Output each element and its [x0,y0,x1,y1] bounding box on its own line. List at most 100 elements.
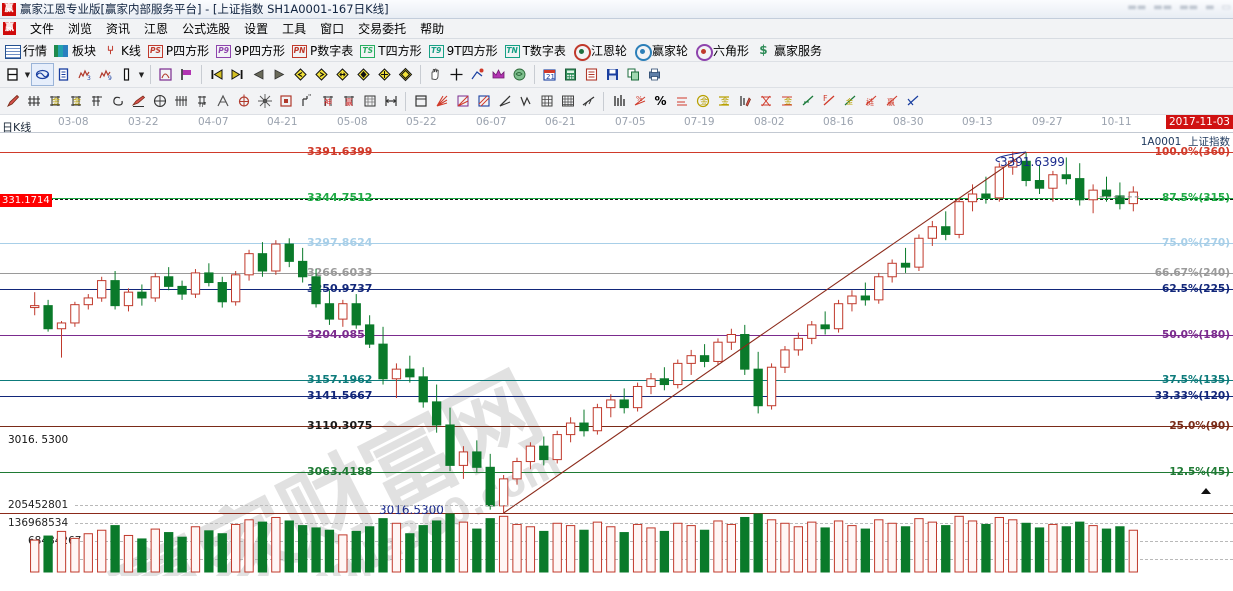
n2-square-icon[interactable]: n² [191,91,212,112]
window-controls[interactable]: ▬▬ ▬▬ ▬▬ ▬ ▭ [1127,2,1231,13]
draw-tool-icon[interactable] [467,64,488,85]
trend-slash-icon[interactable] [578,91,599,112]
menu-item-help[interactable]: 帮助 [420,22,445,36]
brain-tool-icon[interactable] [509,64,530,85]
control-2[interactable]: ▬▬ [1153,2,1173,13]
gold-grid-a-icon[interactable]: 金 [44,91,65,112]
percent-icon[interactable]: % [654,93,667,108]
zigzag-icon[interactable] [515,91,536,112]
toolbar-button-p-table[interactable]: PN P数字表 [290,41,358,60]
menu-item-window[interactable]: 窗口 [320,22,345,36]
prev-page-icon[interactable] [248,64,269,85]
f-angle-icon[interactable]: F [818,91,839,112]
control-1[interactable]: ▬▬ [1127,2,1147,13]
crosshair-icon[interactable] [446,64,467,85]
pen-tool-icon[interactable] [2,91,23,112]
crown-tool-icon[interactable] [488,64,509,85]
column-width-icon[interactable] [116,64,137,85]
minimize-button[interactable]: ▬ [1205,2,1215,13]
ladder-icon[interactable] [359,91,380,112]
chart-workspace[interactable]: 日K线 03-08 03-22 04-07 04-21 05-08 05-22 … [0,115,1233,576]
fan-lines-icon[interactable] [431,91,452,112]
toolbar-button-9t-square[interactable]: T9 9T四方形 [427,41,503,60]
diamond-both-icon[interactable] [332,64,353,85]
calculator-icon[interactable] [560,64,581,85]
step-red-icon[interactable]: 裢 [860,91,881,112]
formula-icon[interactable] [155,64,176,85]
zig-icon[interactable] [902,91,923,112]
menu-item-tools[interactable]: 工具 [282,22,307,36]
next-page-icon[interactable] [269,64,290,85]
maximize-button[interactable]: ▭ [1221,2,1231,13]
notebook-icon[interactable] [581,64,602,85]
toolbar-button-gann-wheel[interactable]: 江恩轮 [571,41,632,61]
box-shade-icon[interactable] [473,91,494,112]
percent-fan-icon[interactable]: % [629,91,650,112]
gold-angle-icon[interactable]: 金 [839,91,860,112]
pen-measure-icon[interactable] [128,91,149,112]
angle-tool-icon[interactable] [212,91,233,112]
candle-tool-icon[interactable] [734,91,755,112]
fan-box-icon[interactable] [452,91,473,112]
print-icon[interactable] [644,64,665,85]
toolbar-button-kline[interactable]: ⑂ K线 [101,41,146,60]
multi-kline-3-icon[interactable]: 3 [74,64,95,85]
overlay-compare-icon[interactable] [31,63,54,86]
cross-fan-icon[interactable] [755,91,776,112]
gold-fan-icon[interactable] [671,91,692,112]
gold-bar-icon[interactable]: 金 [713,91,734,112]
period-selector-button[interactable] [2,64,23,85]
grid-dense-icon[interactable] [557,91,578,112]
hand-pan-icon[interactable] [425,64,446,85]
menu-item-browse[interactable]: 浏览 [68,22,93,36]
multi-kline-9-icon[interactable]: 9 [95,64,116,85]
diamond-cross-icon[interactable] [374,64,395,85]
diamond-fill-icon[interactable] [353,64,374,85]
diamond-right-icon[interactable] [311,64,332,85]
shen-tool-icon[interactable]: 神 [317,91,338,112]
menu-item-file[interactable]: 文件 [30,22,55,36]
slope-icon[interactable] [494,91,515,112]
menu-item-trade[interactable]: 交易委托 [358,22,407,36]
column-dropdown-arrow[interactable]: ▼ [138,70,145,79]
gold-circle-icon[interactable]: 金 [692,91,713,112]
toolbar-button-p-square[interactable]: PS P四方形 [146,41,214,60]
copy-icon[interactable] [623,64,644,85]
save-icon[interactable] [602,64,623,85]
toolbar-button-t-square[interactable]: TS T四方形 [358,41,426,60]
grid-lines-icon[interactable] [23,91,44,112]
ying-red-icon[interactable]: 赢 [881,91,902,112]
diamond-big-icon[interactable] [395,64,416,85]
bars-icon[interactable] [608,91,629,112]
grid-bars-icon[interactable] [170,91,191,112]
toolbar-button-sectors[interactable]: 板块 [52,41,101,60]
toolbar-button-service[interactable]: $ 赢家服务 [754,41,827,60]
star-burst-icon[interactable] [254,91,275,112]
scroll-marker-icon[interactable] [1201,488,1211,494]
angle-a-icon[interactable] [797,91,818,112]
last-page-icon[interactable] [227,64,248,85]
gold-cross-icon[interactable]: 金 [776,91,797,112]
grid-fine-icon[interactable] [536,91,557,112]
toolbar-button-t-table[interactable]: TN T数字表 [503,41,571,60]
control-3[interactable]: ▬▬ [1179,2,1199,13]
box-tool-icon[interactable] [275,91,296,112]
toolbar-button-9p-square[interactable]: P9 9P四方形 [214,41,290,60]
menu-item-news[interactable]: 资讯 [106,22,131,36]
period-dropdown-arrow[interactable]: ▼ [24,70,31,79]
frame-icon[interactable] [410,91,431,112]
calendar-icon[interactable]: 21 [539,64,560,85]
gold-grid-b-icon[interactable]: 金 [65,91,86,112]
diamond-left-icon[interactable] [290,64,311,85]
price-plot[interactable]: 赢家财富网 www.yingjia360.com QQ100800360 331… [0,132,1233,576]
width-arrow-icon[interactable] [380,91,401,112]
first-page-icon[interactable] [206,64,227,85]
target-circle-icon[interactable] [233,91,254,112]
menu-item-settings[interactable]: 设置 [244,22,269,36]
circle-grid-icon[interactable] [149,91,170,112]
flag-icon[interactable] [176,64,197,85]
f-grid-icon[interactable] [86,91,107,112]
step-tool-icon[interactable]: " [296,91,317,112]
toolbar-button-winner-wheel[interactable]: 赢家轮 [632,41,693,61]
spiral-icon[interactable] [107,91,128,112]
